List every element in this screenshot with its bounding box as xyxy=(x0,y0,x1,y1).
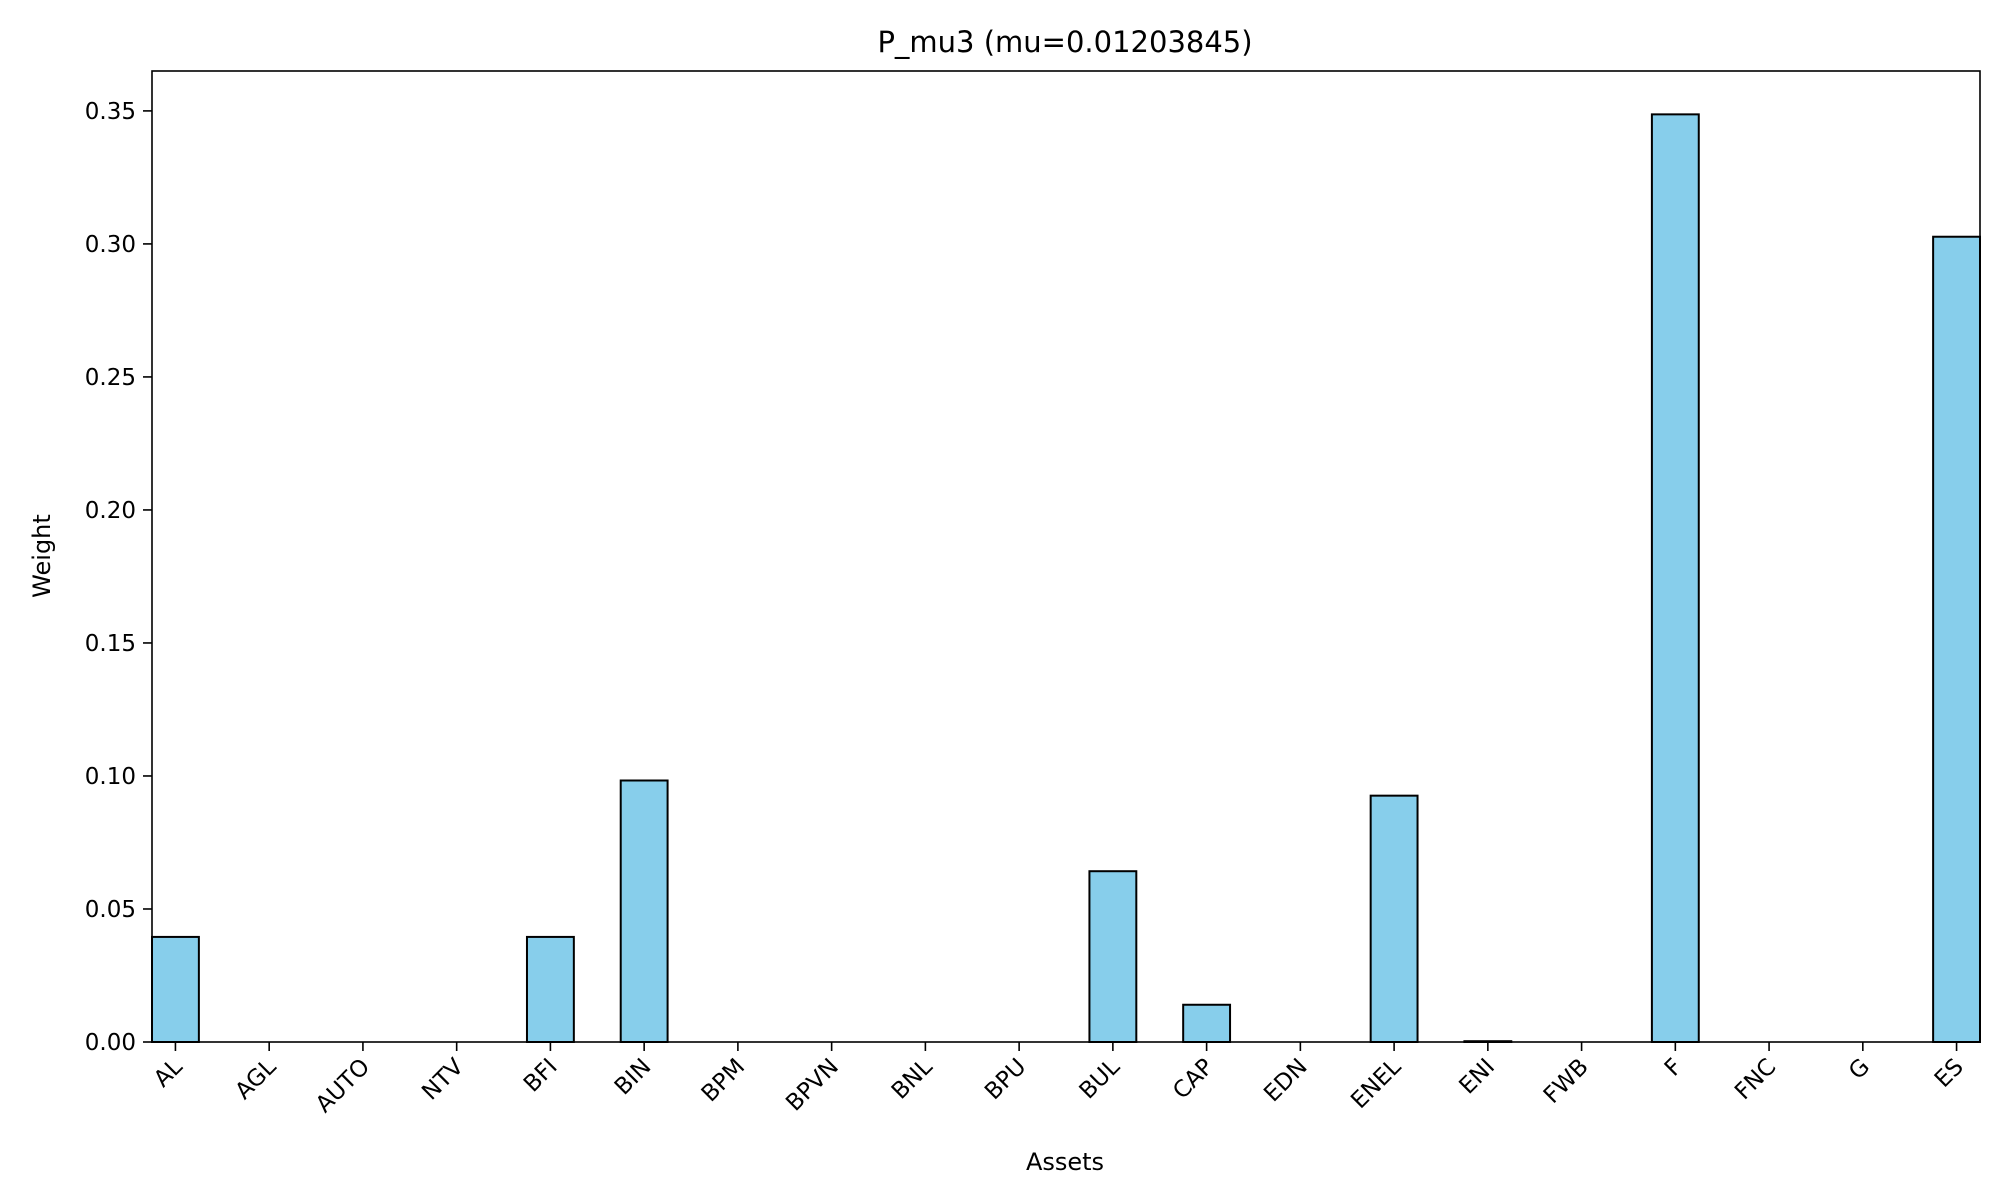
x-axis-title: Assets xyxy=(1026,1148,1104,1176)
x-tick-label-f: F xyxy=(1660,1054,1688,1082)
y-tick-label: 0.20 xyxy=(85,498,136,524)
chart-title: P_mu3 (mu=0.01203845) xyxy=(877,25,1252,59)
y-tick-label: 0.10 xyxy=(85,764,136,790)
bar-enel xyxy=(1369,794,1419,1043)
x-tick-label-bin: BIN xyxy=(610,1054,657,1101)
x-tick-label-fnc: FNC xyxy=(1730,1054,1781,1105)
x-tick-label-cap: CAP xyxy=(1168,1054,1219,1105)
y-axis-ticks: 0.00 0.05 0.10 0.15 0.20 0.25 0.30 0.35 xyxy=(85,99,152,1056)
x-tick-label-fwb: FWB xyxy=(1539,1054,1594,1109)
y-tick-label: 0.25 xyxy=(85,365,136,391)
bar-cap xyxy=(1182,1003,1232,1043)
x-tick-label-agl: AGL xyxy=(231,1054,282,1105)
x-tick-label-bfi: BFI xyxy=(519,1054,563,1098)
bar-bfi xyxy=(525,935,575,1044)
bar-bin xyxy=(619,779,669,1043)
x-tick-label-enel: ENEL xyxy=(1346,1054,1406,1114)
x-tick-label-bpu: BPU xyxy=(980,1054,1031,1105)
x-tick-label-al: AL xyxy=(149,1054,188,1093)
x-tick-label-bpm: BPM xyxy=(697,1054,750,1107)
x-tick-label-edn: EDN xyxy=(1259,1054,1312,1107)
y-tick-label: 0.35 xyxy=(85,99,136,125)
y-tick-label: 0.30 xyxy=(85,232,136,258)
y-tick-label: 0.05 xyxy=(85,897,136,923)
y-tick-label: 0.15 xyxy=(85,631,136,657)
y-axis-title: Weight xyxy=(28,514,56,598)
bar-f xyxy=(1650,113,1700,1043)
x-tick-label-bnl: BNL xyxy=(887,1054,938,1105)
bar-al xyxy=(151,935,200,1044)
x-axis-ticks: AL AGL AUTO NTV BFI BIN BPM BPVN BNL BPU BUL CAP EDN… xyxy=(149,1042,1969,1118)
y-tick-label: 0.00 xyxy=(85,1030,136,1056)
x-tick-label-bul: BUL xyxy=(1075,1054,1126,1105)
bars-group xyxy=(151,113,1981,1044)
x-tick-label-auto: AUTO xyxy=(311,1054,375,1118)
x-tick-label-g: G xyxy=(1844,1054,1875,1085)
x-tick-label-ntv: NTV xyxy=(417,1054,469,1106)
bar-es xyxy=(1932,235,1981,1044)
x-tick-label-bpvn: BPVN xyxy=(781,1054,844,1117)
x-tick-label-es: ES xyxy=(1930,1054,1969,1093)
bar-bul xyxy=(1088,870,1138,1043)
plot-frame xyxy=(151,70,1981,1043)
x-tick-label-eni: ENI xyxy=(1454,1054,1500,1100)
